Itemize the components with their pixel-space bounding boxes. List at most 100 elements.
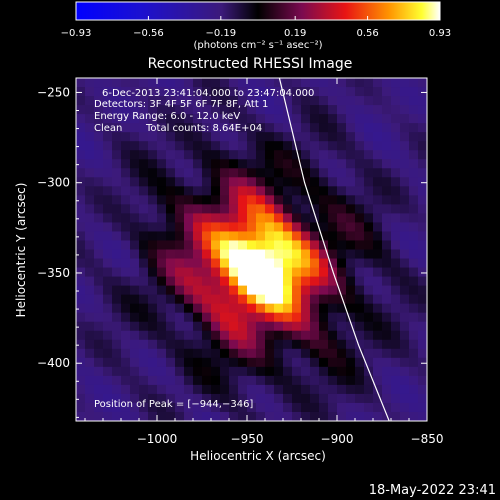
- heatmap-cell: [391, 384, 401, 395]
- heatmap-cell: [283, 366, 293, 377]
- heatmap-cell: [229, 339, 239, 350]
- heatmap-cell: [220, 177, 230, 187]
- heatmap-cell: [175, 321, 185, 332]
- heatmap-cell: [139, 330, 149, 341]
- heatmap-cell: [148, 402, 158, 413]
- heatmap-cell: [76, 393, 86, 404]
- heatmap-cell: [265, 123, 275, 133]
- heatmap-cell: [382, 348, 392, 359]
- heatmap-cell: [256, 330, 266, 341]
- heatmap-cell: [418, 285, 427, 296]
- heatmap-cell: [121, 186, 131, 196]
- heatmap-cell: [229, 375, 239, 386]
- heatmap-cell: [400, 123, 410, 133]
- heatmap-cell: [166, 321, 176, 332]
- heatmap-cell: [103, 249, 113, 260]
- heatmap-cell: [265, 285, 275, 296]
- heatmap-cell: [283, 177, 293, 187]
- heatmap-cell: [301, 168, 311, 178]
- heatmap-cell: [229, 321, 239, 332]
- heatmap-cell: [76, 321, 86, 332]
- heatmap-cell: [94, 303, 104, 314]
- heatmap-cell: [391, 204, 401, 214]
- heatmap-cell: [229, 204, 239, 214]
- heatmap-cell: [202, 285, 212, 296]
- heatmap-cell: [175, 132, 185, 142]
- heatmap-cell: [202, 168, 212, 178]
- heatmap-cell: [310, 384, 320, 395]
- heatmap-cell: [382, 78, 392, 88]
- heatmap-cell: [364, 402, 374, 413]
- heatmap-cell: [310, 267, 320, 278]
- heatmap-cell: [283, 330, 293, 341]
- heatmap-cell: [211, 87, 221, 97]
- heatmap-cell: [346, 87, 356, 97]
- heatmap-cell: [373, 339, 383, 350]
- heatmap-cell: [346, 195, 356, 205]
- heatmap-cell: [211, 267, 221, 278]
- heatmap-cell: [391, 339, 401, 350]
- heatmap-cell: [319, 186, 329, 196]
- heatmap-cell: [328, 96, 338, 106]
- heatmap-cell: [139, 150, 149, 160]
- heatmap-cell: [103, 339, 113, 350]
- heatmap-cell: [409, 231, 419, 242]
- heatmap-cell: [85, 267, 95, 278]
- heatmap-cell: [391, 348, 401, 359]
- heatmap-cell: [400, 96, 410, 106]
- heatmap-cell: [112, 366, 122, 377]
- heatmap-cell: [94, 321, 104, 332]
- heatmap-cell: [337, 231, 347, 242]
- heatmap-cell: [247, 141, 257, 151]
- heatmap-cell: [382, 312, 392, 323]
- heatmap-cell: [220, 258, 230, 269]
- heatmap-cell: [274, 141, 284, 151]
- heatmap-cell: [328, 87, 338, 97]
- heatmap-cell: [121, 321, 131, 332]
- heatmap-cell: [130, 240, 140, 251]
- heatmap-cell: [139, 114, 149, 124]
- heatmap-cell: [373, 249, 383, 260]
- heatmap-cell: [247, 240, 257, 251]
- heatmap-cell: [103, 105, 113, 115]
- heatmap-cell: [148, 375, 158, 386]
- heatmap-cell: [211, 114, 221, 124]
- heatmap-cell: [328, 186, 338, 196]
- heatmap-cell: [256, 213, 266, 224]
- heatmap-cell: [292, 96, 302, 106]
- heatmap-cell: [382, 123, 392, 133]
- heatmap-cell: [220, 267, 230, 278]
- heatmap-cell: [229, 258, 239, 269]
- heatmap-cell: [400, 321, 410, 332]
- heatmap-cell: [76, 240, 86, 251]
- heatmap-cell: [292, 204, 302, 214]
- heatmap-cell: [409, 186, 419, 196]
- heatmap-cell: [76, 411, 86, 421]
- heatmap-cell: [310, 150, 320, 160]
- colorbar-tick-label: −0.93: [61, 28, 92, 39]
- heatmap-cell: [247, 267, 257, 278]
- heatmap-cell: [247, 258, 257, 269]
- heatmap-cell: [229, 231, 239, 242]
- heatmap-cell: [202, 222, 212, 233]
- heatmap-cell: [418, 339, 427, 350]
- heatmap-cell: [211, 159, 221, 169]
- heatmap-cell: [274, 195, 284, 205]
- heatmap-cell: [166, 258, 176, 269]
- heatmap-cell: [391, 213, 401, 224]
- heatmap-cell: [85, 132, 95, 142]
- heatmap-cell: [418, 348, 427, 359]
- heatmap-cell: [175, 168, 185, 178]
- heatmap-cell: [193, 195, 203, 205]
- heatmap-cell: [139, 303, 149, 314]
- heatmap-cell: [409, 276, 419, 287]
- heatmap-cell: [175, 312, 185, 323]
- heatmap-cell: [328, 195, 338, 205]
- heatmap-cell: [391, 195, 401, 205]
- heatmap-cell: [247, 87, 257, 97]
- heatmap-cell: [409, 339, 419, 350]
- heatmap-cell: [166, 240, 176, 251]
- heatmap-cell: [157, 366, 167, 377]
- heatmap-cell: [175, 357, 185, 368]
- heatmap-cell: [355, 78, 365, 88]
